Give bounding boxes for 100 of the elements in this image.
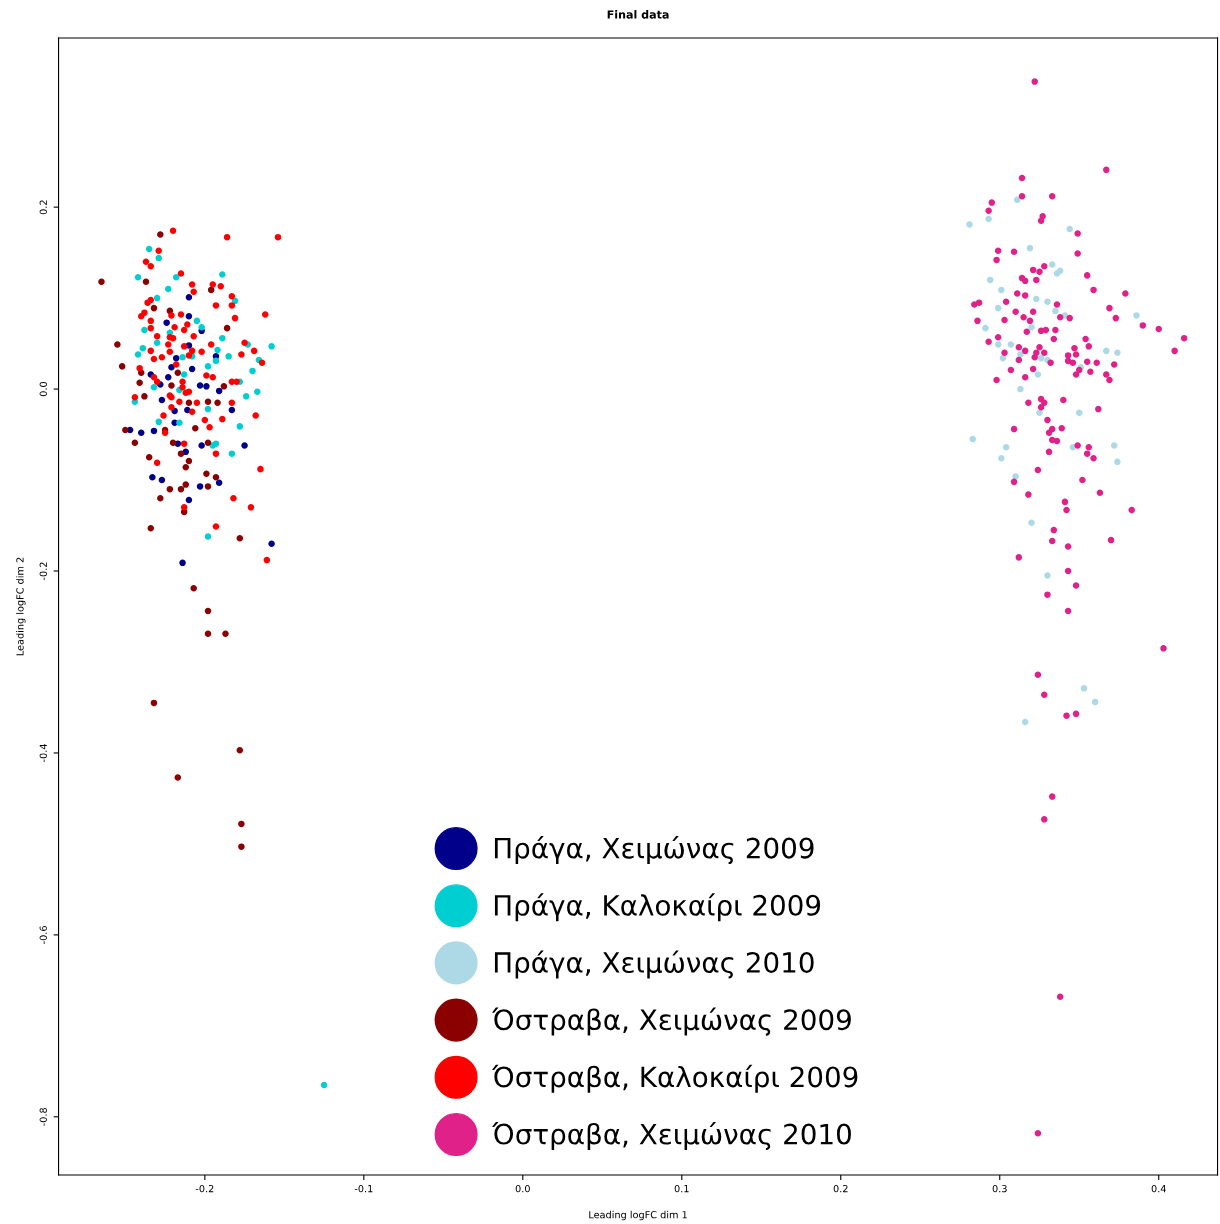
point	[172, 354, 180, 362]
y-tick-label: -0.8	[39, 1108, 47, 1126]
point	[174, 369, 182, 376]
x-tick-label: 0.4	[1151, 1184, 1166, 1193]
point	[1044, 572, 1051, 579]
point	[215, 387, 223, 395]
point	[169, 439, 177, 447]
point	[1044, 298, 1051, 306]
point	[1075, 409, 1083, 416]
point	[203, 470, 210, 477]
point	[150, 699, 158, 707]
point	[1080, 685, 1088, 692]
point	[1034, 371, 1042, 378]
point	[228, 450, 236, 457]
point	[212, 357, 220, 365]
point	[155, 418, 162, 426]
point	[242, 393, 250, 400]
point	[158, 476, 166, 484]
point	[182, 481, 190, 488]
point	[155, 254, 162, 262]
legend-label: Όστραβα, Χειμώνας 2009	[492, 1007, 851, 1036]
x-tick-label: 0.3	[992, 1184, 1007, 1193]
point	[966, 221, 973, 228]
legend-label: Πράγα, Χειμώνας 2010	[494, 950, 814, 979]
point	[1110, 442, 1118, 449]
point	[204, 439, 212, 447]
point	[142, 278, 150, 285]
point	[215, 479, 223, 487]
y-tick-label: -0.4	[39, 744, 47, 762]
x-tick-label: -0.1	[354, 1184, 373, 1193]
point	[1114, 349, 1121, 356]
point	[145, 454, 153, 461]
point	[134, 273, 142, 281]
point	[134, 351, 142, 358]
point	[969, 435, 976, 443]
point	[1028, 519, 1035, 527]
point	[204, 607, 212, 615]
point	[204, 483, 212, 490]
point	[1133, 312, 1140, 319]
point	[196, 483, 204, 490]
x-axis-title: Leading logFC dim 1	[589, 1210, 687, 1221]
y-tick-label: 0.0	[39, 381, 47, 397]
point	[165, 285, 172, 293]
point	[136, 379, 143, 386]
point	[236, 746, 244, 754]
point	[1021, 718, 1029, 726]
point	[1007, 341, 1015, 348]
point	[203, 383, 210, 390]
point	[249, 367, 256, 375]
point	[219, 271, 226, 278]
point	[1013, 196, 1021, 204]
point	[204, 405, 212, 413]
point	[320, 1081, 328, 1089]
point	[185, 457, 193, 465]
point	[114, 341, 121, 348]
legend-label: Όστραβα, Χειμώνας 2010	[492, 1121, 851, 1151]
point	[207, 286, 215, 294]
x-tick-label: 0.0	[515, 1184, 530, 1193]
point	[166, 485, 174, 493]
y-axis-title: Leading logFC dim 2	[16, 557, 26, 656]
point	[223, 324, 231, 332]
point	[238, 843, 245, 850]
point	[172, 273, 180, 281]
point	[131, 439, 139, 447]
point	[139, 344, 147, 352]
y-tick-label: -0.2	[39, 562, 47, 581]
point	[994, 304, 1002, 312]
point	[1012, 473, 1019, 480]
point	[1002, 444, 1010, 451]
point	[999, 354, 1007, 362]
point	[214, 346, 221, 354]
point	[165, 374, 172, 381]
point	[193, 317, 201, 325]
point	[145, 245, 153, 253]
point	[168, 382, 175, 389]
point	[1048, 261, 1056, 268]
point	[150, 304, 158, 312]
point	[225, 353, 232, 360]
y-tick-label: -0.6	[39, 926, 47, 944]
point	[179, 559, 186, 567]
point	[185, 313, 193, 320]
point	[163, 319, 170, 326]
point	[998, 454, 1005, 462]
x-tick-label: -0.2	[195, 1184, 214, 1193]
point	[1026, 244, 1034, 252]
point	[236, 423, 244, 430]
point	[982, 324, 989, 332]
point	[268, 343, 275, 350]
point	[157, 494, 164, 502]
point	[157, 231, 164, 238]
point	[150, 427, 158, 435]
point	[1103, 347, 1110, 355]
y-tick-label: 0.2	[39, 200, 47, 215]
point	[1114, 458, 1121, 466]
point	[998, 286, 1005, 294]
legend-label: Πράγα, Χειμώνας 2009	[494, 836, 814, 865]
point	[268, 540, 275, 547]
point	[141, 326, 148, 334]
point	[1066, 225, 1073, 233]
x-tick-label: 0.2	[833, 1184, 848, 1193]
